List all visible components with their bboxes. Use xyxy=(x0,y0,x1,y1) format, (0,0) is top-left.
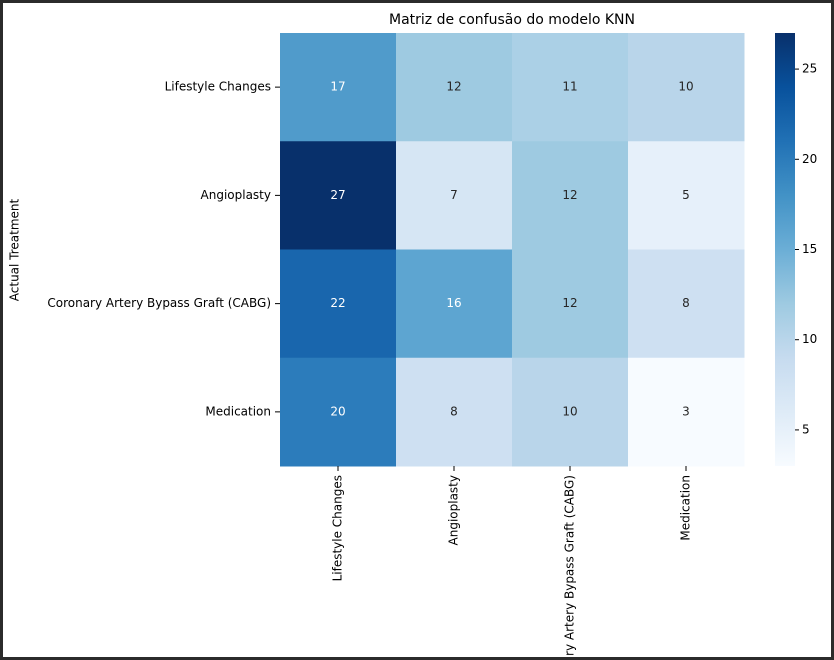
cell-label: 10 xyxy=(678,80,693,94)
y-tick-label: Lifestyle Changes xyxy=(165,80,271,94)
cell-label: 12 xyxy=(446,80,461,94)
cell-label: 16 xyxy=(446,296,461,310)
colorbar xyxy=(775,33,795,466)
colorbar-tick-label: 15 xyxy=(802,242,817,256)
y-tick-label: Medication xyxy=(205,404,271,418)
x-tick-label: Coronary Artery Bypass Graft (CABG) xyxy=(563,475,577,660)
heatmap-cell xyxy=(396,357,513,467)
heatmap-cell xyxy=(396,33,513,142)
colorbar-tick-label: 20 xyxy=(802,152,817,166)
x-tick-label: Lifestyle Changes xyxy=(331,475,345,581)
heatmap-cell xyxy=(280,357,397,467)
colorbar-tick-label: 25 xyxy=(802,62,817,76)
cell-label: 20 xyxy=(330,404,345,418)
y-tick-label: Coronary Artery Bypass Graft (CABG) xyxy=(47,296,271,310)
y-axis-label: Actual Treatment xyxy=(8,198,22,301)
cell-label: 10 xyxy=(562,404,577,418)
heatmap-cell xyxy=(512,249,629,359)
cell-label: 3 xyxy=(682,404,690,418)
heatmap-cell xyxy=(512,33,629,142)
cell-label: 11 xyxy=(562,80,577,94)
heatmap-cell xyxy=(396,249,513,359)
cell-label: 17 xyxy=(330,80,345,94)
x-tick-label: Medication xyxy=(679,475,693,541)
colorbar-tick-label: 10 xyxy=(802,332,817,346)
cell-label: 12 xyxy=(562,296,577,310)
heatmap-cell xyxy=(512,141,629,250)
heatmap-cell xyxy=(628,141,745,250)
heatmap-cell xyxy=(628,357,745,467)
heatmap-cell xyxy=(628,33,745,142)
y-tick-label: Angioplasty xyxy=(201,188,271,202)
heatmap-cell xyxy=(396,141,513,250)
heatmap-cell xyxy=(628,249,745,359)
chart-title: Matriz de confusão do modelo KNN xyxy=(389,12,635,28)
cell-label: 22 xyxy=(330,296,345,310)
heatmap-cell xyxy=(280,141,397,250)
cell-label: 8 xyxy=(450,404,458,418)
heatmap-cell xyxy=(512,357,629,467)
cell-label: 7 xyxy=(450,188,458,202)
cell-label: 27 xyxy=(330,188,345,202)
cell-label: 12 xyxy=(562,188,577,202)
colorbar-tick-label: 5 xyxy=(802,422,810,436)
x-tick-label: Angioplasty xyxy=(447,475,461,545)
cell-label: 5 xyxy=(682,188,690,202)
cell-label: 8 xyxy=(682,296,690,310)
heatmap-cell xyxy=(280,249,397,359)
heatmap-cell xyxy=(280,33,397,142)
